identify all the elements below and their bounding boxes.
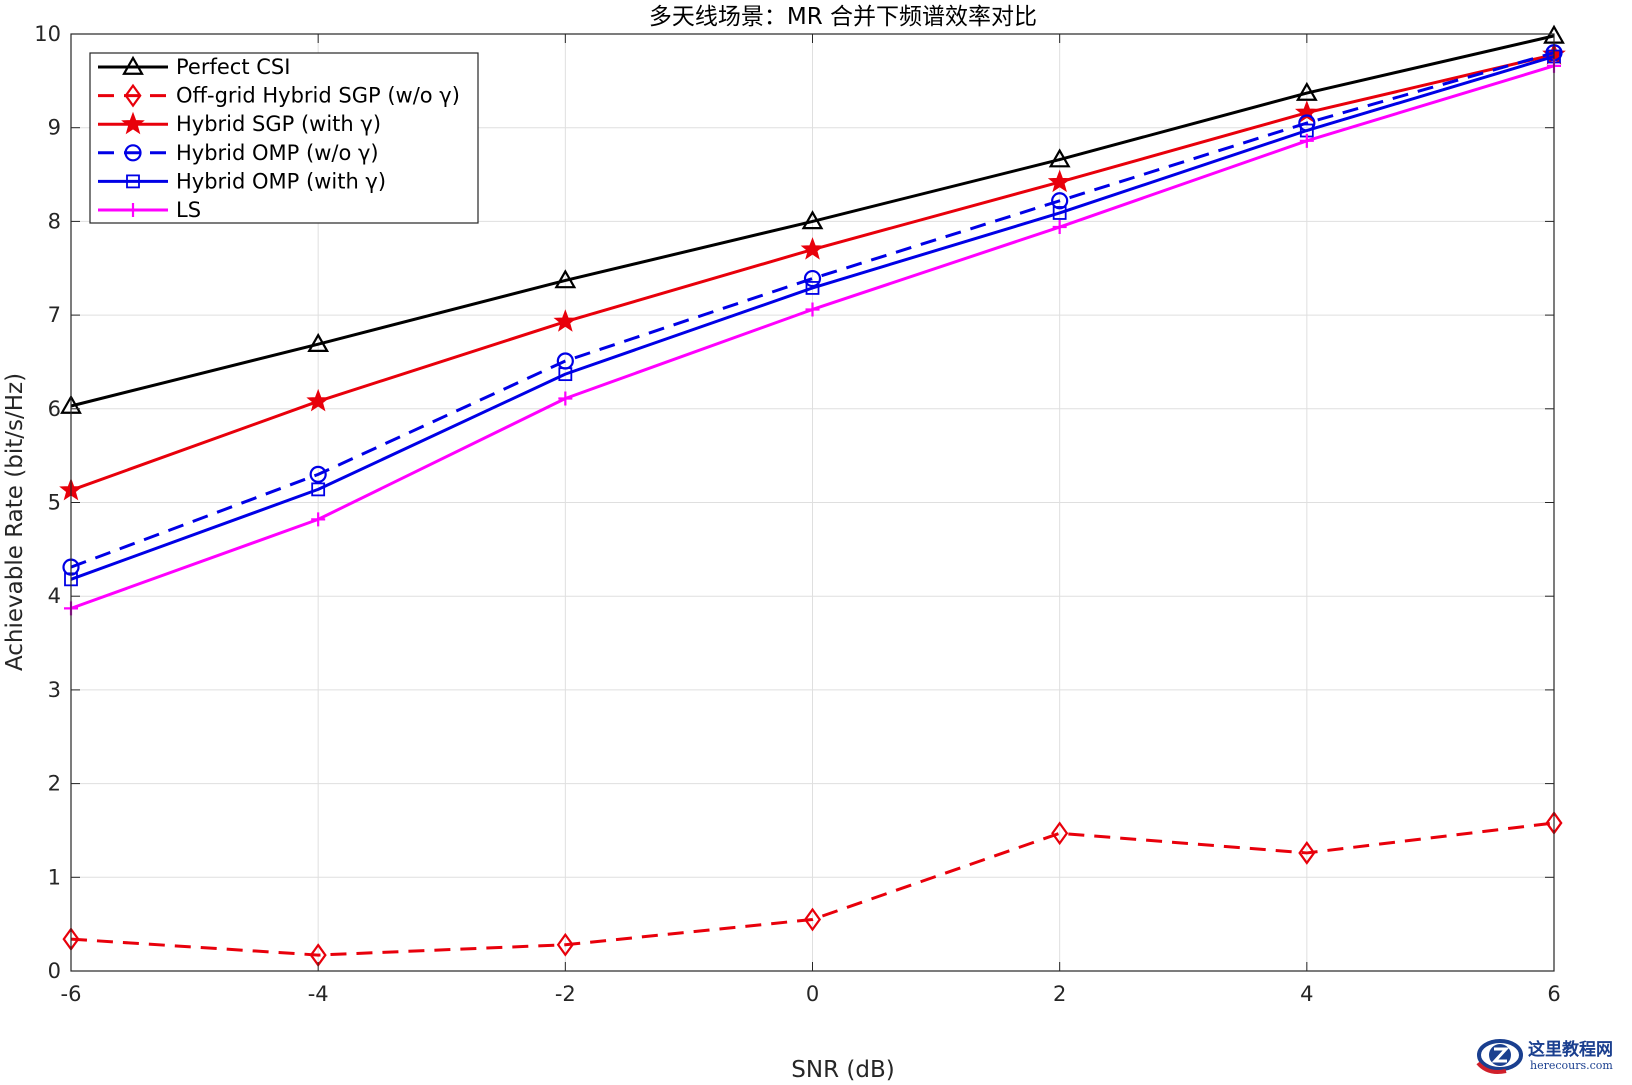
legend: Perfect CSI Off-grid Hybrid SGP (w/o γ) Hy… [89,52,479,224]
data-point [801,210,824,230]
x-tick-label: -6 [61,982,82,1006]
data-point [803,269,822,288]
y-tick-label: 5 [48,491,61,515]
y-tick-label: 3 [48,678,61,702]
data-point [1295,81,1318,101]
legend-marker [122,55,144,75]
data-point [558,391,573,406]
data-point [311,482,326,497]
x-axis-label: SNR (dB) [791,1057,894,1083]
series-line [70,821,1555,957]
y-tick-label: 0 [48,959,61,983]
data-point [1047,169,1072,193]
data-point [553,309,578,332]
data-point [1298,841,1316,865]
data-point [307,332,330,352]
y-axis-label: Achievable Rate (bit/s/Hz) [2,373,28,671]
legend-marker [124,83,142,108]
data-point [554,269,577,289]
data-point [803,907,822,932]
y-tick-label: 8 [48,209,61,233]
chart-title: 多天线场景：MR 合并下频谱效率对比 [649,4,1037,30]
watermark-logo-icon [1476,1039,1523,1074]
legend-label: Off-grid Hybrid SGP (w/o γ) [176,84,460,108]
y-tick-label: 6 [48,397,61,421]
data-point [311,512,326,527]
y-tick-label: 2 [48,772,61,796]
legend-marker [126,174,140,189]
series-line [70,55,1555,581]
data-point [306,388,330,412]
watermark-text: 这里教程网 [1528,1040,1613,1060]
watermark-url: herecours.com [1530,1059,1613,1072]
legend-marker [126,203,140,217]
data-point [1051,192,1069,210]
legend-label: Hybrid OMP (w/o γ) [176,141,379,165]
legend-label: LS [176,198,201,222]
data-point [309,465,327,483]
watermark: 这里教程网 herecours.com [1476,1033,1626,1077]
y-tick-label: 7 [48,303,61,327]
data-point [805,281,820,295]
legend-box [89,52,479,224]
y-tick-label: 10 [34,22,61,46]
legend-label: Perfect CSI [176,55,290,79]
axis-ticks: -6 -4 -2 0 2 4 6 0 1 2 3 4 5 6 7 8 9 10 [34,22,1560,1006]
x-tick-label: 0 [806,982,819,1006]
x-tick-label: 6 [1547,982,1560,1006]
series-layer [59,24,1566,967]
y-tick-label: 4 [48,584,61,608]
data-point [1052,206,1067,220]
legend-marker [124,144,142,162]
data-point [800,237,825,260]
data-point [556,932,574,957]
data-point [805,302,820,317]
data-point [1048,148,1071,168]
y-tick-label: 9 [48,116,61,140]
legend-marker [121,111,145,135]
series-line [70,34,1555,408]
series-line [70,51,1555,569]
x-tick-label: -4 [308,982,329,1006]
x-tick-label: 4 [1300,982,1313,1006]
data-point [1295,100,1319,123]
data-point [558,367,573,382]
data-point [1051,821,1069,846]
series-0 [60,24,1565,414]
data-point [1052,220,1067,235]
x-tick-label: 2 [1053,982,1066,1006]
data-point [1299,133,1314,148]
x-tick-label: -2 [555,982,576,1006]
legend-label: Hybrid OMP (with γ) [176,169,386,193]
legend-label: Hybrid SGP (with γ) [176,112,381,136]
y-tick-label: 1 [48,865,61,889]
